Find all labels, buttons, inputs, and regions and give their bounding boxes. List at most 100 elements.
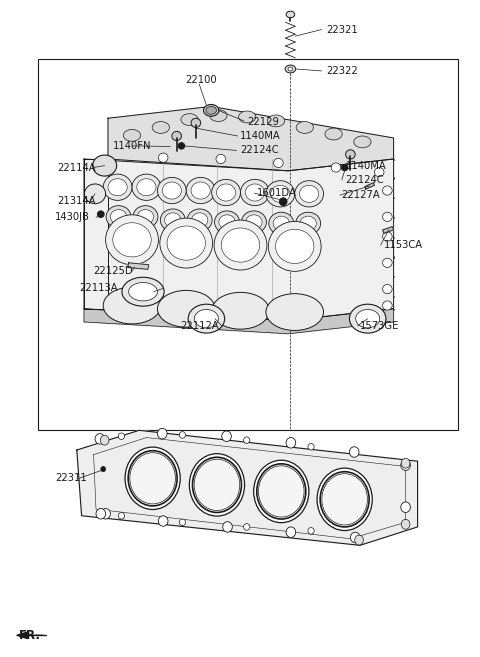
Ellipse shape <box>157 290 215 327</box>
Ellipse shape <box>341 164 348 171</box>
Polygon shape <box>84 159 108 309</box>
Ellipse shape <box>103 287 161 324</box>
Ellipse shape <box>172 131 181 141</box>
Ellipse shape <box>106 215 158 265</box>
Text: 22114A: 22114A <box>58 162 96 173</box>
Ellipse shape <box>97 211 104 217</box>
Ellipse shape <box>187 209 212 231</box>
Ellipse shape <box>401 502 410 512</box>
Ellipse shape <box>300 216 316 231</box>
Ellipse shape <box>356 309 380 328</box>
Ellipse shape <box>162 182 181 199</box>
Ellipse shape <box>103 174 132 200</box>
Ellipse shape <box>241 211 266 233</box>
Text: 1140MA: 1140MA <box>240 131 281 141</box>
Text: 1153CA: 1153CA <box>384 240 423 250</box>
Ellipse shape <box>308 528 314 534</box>
Ellipse shape <box>295 181 324 207</box>
Text: FR.: FR. <box>19 629 41 642</box>
Ellipse shape <box>158 516 168 526</box>
Ellipse shape <box>132 174 161 200</box>
Ellipse shape <box>95 434 105 444</box>
Ellipse shape <box>110 210 127 224</box>
Ellipse shape <box>274 158 283 168</box>
Ellipse shape <box>125 447 180 510</box>
Text: 1430JB: 1430JB <box>55 212 90 223</box>
Ellipse shape <box>101 509 110 519</box>
Ellipse shape <box>106 206 131 228</box>
Text: 1140FN: 1140FN <box>113 141 151 151</box>
Ellipse shape <box>239 111 256 123</box>
Ellipse shape <box>374 168 384 177</box>
Ellipse shape <box>286 438 296 448</box>
Ellipse shape <box>212 179 240 206</box>
Text: 1601DA: 1601DA <box>257 188 297 198</box>
Ellipse shape <box>246 215 262 229</box>
Ellipse shape <box>93 155 117 176</box>
Ellipse shape <box>276 229 314 263</box>
Polygon shape <box>84 309 394 334</box>
Ellipse shape <box>354 136 371 148</box>
Ellipse shape <box>113 223 151 257</box>
Ellipse shape <box>210 110 227 122</box>
Ellipse shape <box>269 212 294 235</box>
Ellipse shape <box>188 304 225 333</box>
Ellipse shape <box>401 460 410 470</box>
Ellipse shape <box>212 292 269 329</box>
Ellipse shape <box>165 213 181 227</box>
Ellipse shape <box>180 519 185 526</box>
Ellipse shape <box>240 179 269 206</box>
Ellipse shape <box>258 466 304 517</box>
Ellipse shape <box>268 221 321 271</box>
Ellipse shape <box>267 115 285 127</box>
Ellipse shape <box>160 209 185 231</box>
Ellipse shape <box>96 509 106 519</box>
Ellipse shape <box>286 11 295 18</box>
Ellipse shape <box>137 210 154 224</box>
Ellipse shape <box>245 184 264 201</box>
Ellipse shape <box>204 104 219 116</box>
Ellipse shape <box>157 428 167 439</box>
Ellipse shape <box>178 143 185 149</box>
Ellipse shape <box>180 432 185 438</box>
Polygon shape <box>17 632 28 639</box>
Ellipse shape <box>152 122 169 133</box>
Ellipse shape <box>101 466 106 472</box>
Ellipse shape <box>137 179 156 196</box>
Ellipse shape <box>118 512 125 519</box>
Text: 21314A: 21314A <box>58 196 96 206</box>
Ellipse shape <box>216 184 236 201</box>
Ellipse shape <box>181 114 198 125</box>
Ellipse shape <box>308 443 314 450</box>
Text: 1573GE: 1573GE <box>360 321 399 331</box>
Polygon shape <box>84 159 394 321</box>
Ellipse shape <box>350 532 360 543</box>
Text: 22321: 22321 <box>326 24 358 35</box>
Ellipse shape <box>186 177 215 204</box>
Ellipse shape <box>167 226 205 260</box>
Text: 22113A: 22113A <box>79 283 118 294</box>
Ellipse shape <box>108 179 127 196</box>
Ellipse shape <box>331 163 341 172</box>
Ellipse shape <box>285 65 296 73</box>
Ellipse shape <box>286 527 296 537</box>
Ellipse shape <box>215 211 240 233</box>
Ellipse shape <box>266 181 295 207</box>
Text: 22124C: 22124C <box>346 175 384 185</box>
Text: 22129: 22129 <box>247 116 279 127</box>
Polygon shape <box>128 263 149 269</box>
Ellipse shape <box>122 277 164 306</box>
Ellipse shape <box>383 258 392 267</box>
Ellipse shape <box>273 216 289 231</box>
Ellipse shape <box>192 213 208 227</box>
Text: 22322: 22322 <box>326 66 358 76</box>
Ellipse shape <box>349 304 386 333</box>
Text: 22100: 22100 <box>185 75 216 85</box>
Polygon shape <box>77 430 418 545</box>
Polygon shape <box>108 106 394 171</box>
Ellipse shape <box>133 206 158 228</box>
Ellipse shape <box>191 182 210 199</box>
Ellipse shape <box>130 453 176 504</box>
Ellipse shape <box>243 524 250 530</box>
Ellipse shape <box>401 459 410 468</box>
